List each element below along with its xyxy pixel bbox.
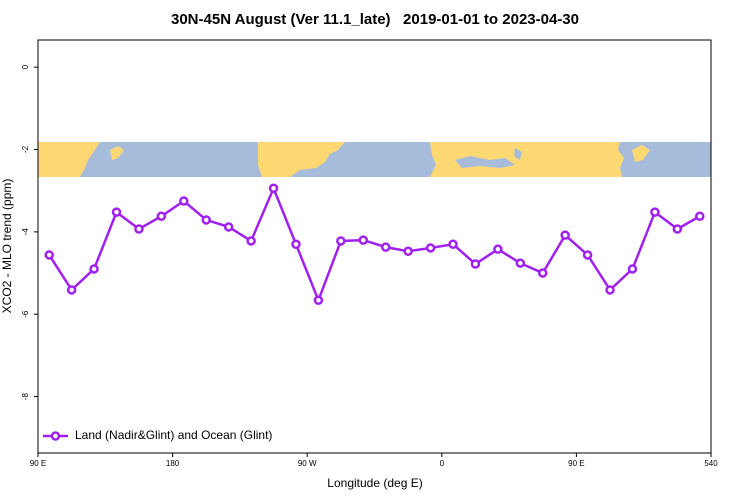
point bbox=[403, 246, 413, 256]
land bbox=[258, 142, 345, 177]
point bbox=[582, 250, 593, 260]
point bbox=[291, 239, 301, 249]
point bbox=[470, 259, 481, 269]
point bbox=[336, 236, 346, 246]
land bbox=[38, 142, 100, 177]
land bbox=[632, 145, 650, 162]
point bbox=[44, 250, 54, 260]
point bbox=[650, 207, 660, 217]
point bbox=[246, 236, 256, 246]
point bbox=[313, 295, 324, 305]
map-band bbox=[38, 142, 711, 177]
y-tick-label: 0 bbox=[21, 64, 30, 69]
point bbox=[111, 207, 122, 217]
x-tick-label: 0 bbox=[440, 459, 445, 468]
y-tick-label: -2 bbox=[21, 145, 30, 153]
point bbox=[605, 285, 615, 295]
legend-marker bbox=[50, 431, 61, 441]
plot-frame bbox=[37, 39, 712, 454]
point bbox=[380, 242, 391, 252]
point bbox=[627, 264, 638, 274]
point bbox=[493, 244, 503, 254]
x-axis-label: Longitude (deg E) bbox=[327, 476, 422, 490]
point bbox=[538, 268, 548, 278]
x-tick-label: 540 bbox=[704, 459, 718, 468]
point bbox=[358, 235, 369, 245]
point bbox=[425, 243, 436, 253]
point bbox=[268, 183, 279, 193]
point bbox=[156, 211, 167, 221]
x-tick-label: 90 E bbox=[30, 459, 46, 468]
y-axis-label: XCO2 - MLO trend (ppm) bbox=[0, 179, 14, 314]
point bbox=[560, 230, 570, 240]
series-line bbox=[48, 184, 701, 304]
point bbox=[134, 224, 144, 234]
point bbox=[201, 215, 211, 225]
y-tick-label: -4 bbox=[21, 228, 30, 236]
sea bbox=[514, 148, 522, 160]
point bbox=[515, 258, 526, 268]
y-tick-label: -6 bbox=[21, 310, 30, 318]
land bbox=[430, 142, 624, 177]
x-tick-label: 90 W bbox=[298, 459, 317, 468]
chart-title: 30N-45N August (Ver 11.1_late) 2019-01-0… bbox=[171, 11, 579, 28]
legend-label: Land (Nadir&Glint) and Ocean (Glint) bbox=[75, 428, 272, 442]
y-tick-label: -8 bbox=[21, 392, 30, 400]
x-tick-label: 180 bbox=[166, 459, 180, 468]
point bbox=[66, 285, 77, 295]
sea bbox=[455, 156, 515, 168]
x-tick-label: 90 E bbox=[568, 459, 584, 468]
point bbox=[89, 264, 99, 274]
point bbox=[672, 224, 683, 234]
point bbox=[448, 239, 458, 249]
land bbox=[110, 146, 124, 160]
point bbox=[179, 196, 189, 206]
point bbox=[695, 211, 705, 221]
point bbox=[223, 222, 234, 232]
